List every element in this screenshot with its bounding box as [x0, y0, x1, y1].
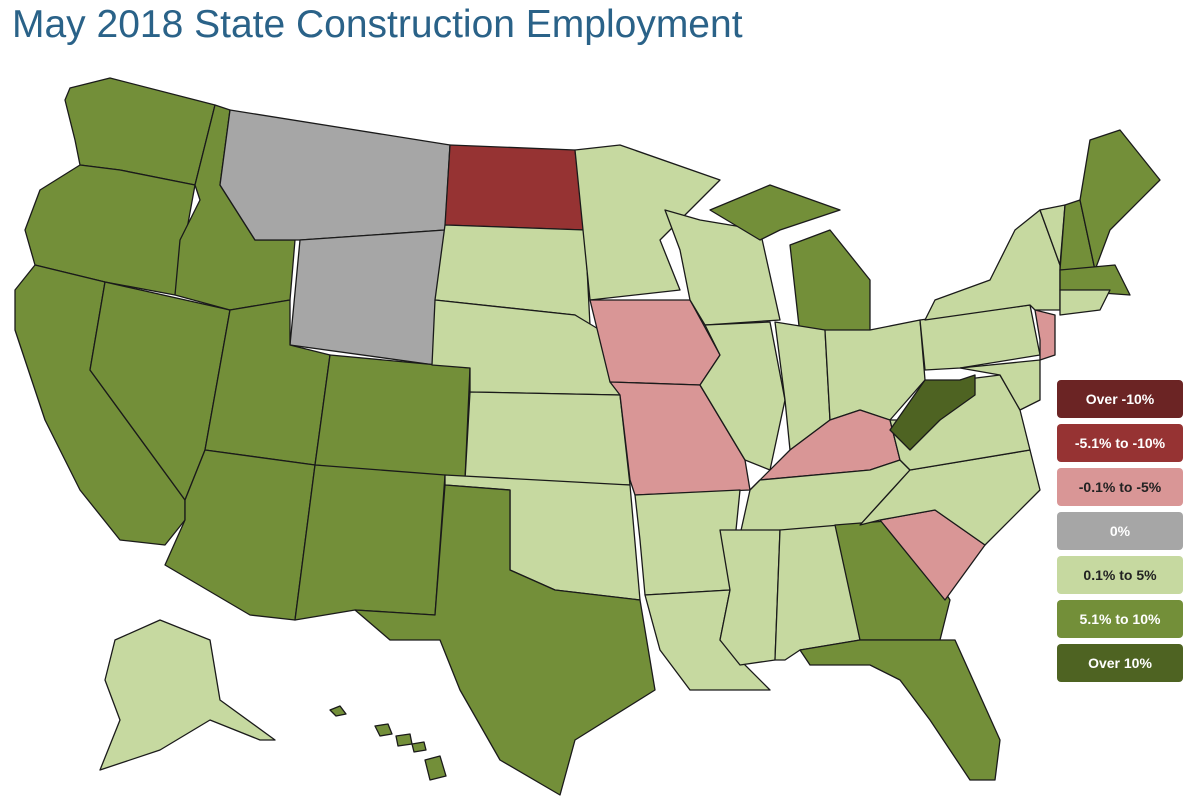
- state: [424, 755, 447, 781]
- state: [789, 229, 871, 336]
- state: [395, 733, 413, 747]
- legend-item: 5.1% to 10%: [1057, 600, 1183, 638]
- state: [294, 464, 446, 621]
- legend-item: -5.1% to -10%: [1057, 424, 1183, 462]
- state: [924, 209, 1061, 321]
- state: [699, 321, 786, 471]
- state: [889, 374, 976, 451]
- state: [709, 184, 841, 241]
- state: [354, 484, 656, 796]
- state: [314, 354, 471, 481]
- legend-item: 0.1% to 5%: [1057, 556, 1183, 594]
- state: [411, 741, 427, 753]
- state: [289, 229, 446, 366]
- state: [1079, 129, 1161, 271]
- legend-item: 0%: [1057, 512, 1183, 550]
- state: [99, 619, 276, 771]
- state: [464, 391, 631, 486]
- state: [374, 723, 393, 737]
- state: [444, 144, 586, 231]
- title: May 2018 State Construction Employment: [12, 3, 743, 46]
- state: [1059, 264, 1131, 296]
- legend-item: -0.1% to -5%: [1057, 468, 1183, 506]
- legend-item: Over 10%: [1057, 644, 1183, 682]
- state: [1034, 309, 1056, 361]
- state: [959, 359, 1041, 411]
- state: [664, 209, 781, 326]
- legend-item: Over -10%: [1057, 380, 1183, 418]
- state: [799, 639, 1001, 781]
- state: [219, 109, 451, 241]
- state: [329, 705, 347, 717]
- state: [1059, 289, 1111, 316]
- legend: Over -10% -5.1% to -10% -0.1% to -5% 0% 0.1%…: [1057, 380, 1183, 688]
- state: [719, 529, 781, 666]
